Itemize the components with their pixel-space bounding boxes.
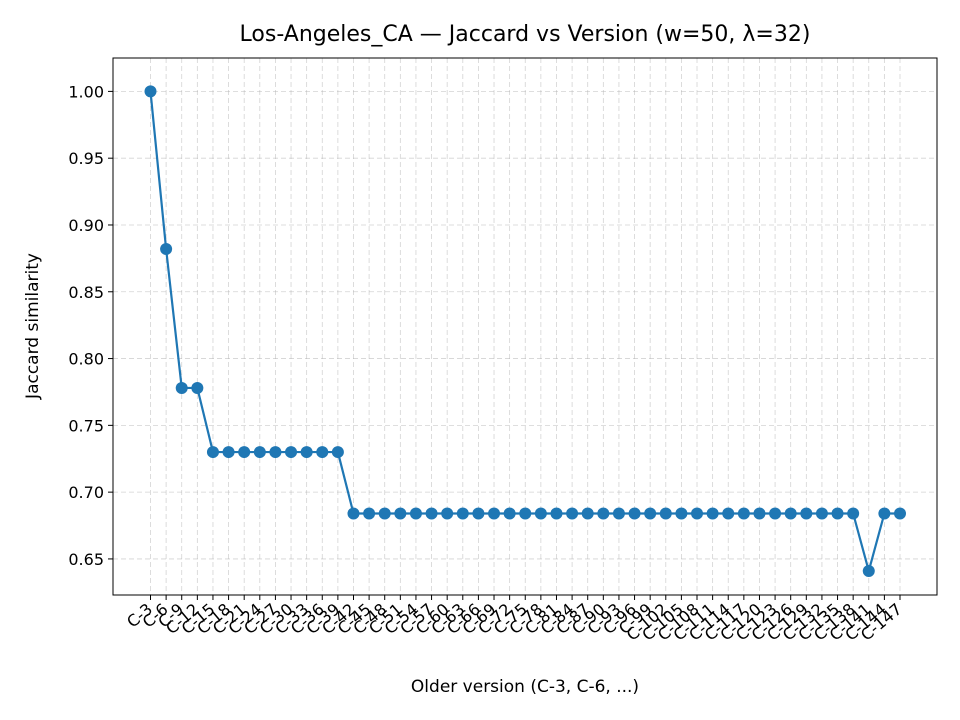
- data-point: [800, 507, 813, 520]
- data-point: [597, 507, 610, 520]
- data-point: [441, 507, 454, 520]
- data-point: [753, 507, 766, 520]
- data-point: [722, 507, 735, 520]
- chart-title: Los-Angeles_CA — Jaccard vs Version (w=5…: [240, 22, 811, 47]
- data-point: [612, 507, 625, 520]
- data-point: [472, 507, 485, 520]
- x-axis-label: Older version (C-3, C-6, ...): [411, 677, 639, 697]
- data-point: [706, 507, 719, 520]
- data-point: [175, 381, 188, 394]
- data-point: [769, 507, 782, 520]
- y-tick-label: 0.70: [68, 483, 104, 502]
- y-tick-label: 1.00: [68, 82, 104, 101]
- data-point: [285, 446, 298, 459]
- data-point: [862, 564, 875, 577]
- data-point: [503, 507, 516, 520]
- data-point: [644, 507, 657, 520]
- data-point: [784, 507, 797, 520]
- data-point: [488, 507, 501, 520]
- y-tick-label: 0.85: [68, 283, 104, 302]
- data-point: [659, 507, 672, 520]
- data-point: [550, 507, 563, 520]
- data-point: [737, 507, 750, 520]
- data-point: [206, 446, 219, 459]
- data-point: [222, 446, 235, 459]
- data-point: [815, 507, 828, 520]
- y-axis-label: Jaccard similarity: [23, 253, 43, 400]
- data-point: [316, 446, 329, 459]
- data-point: [160, 243, 173, 256]
- data-point: [831, 507, 844, 520]
- data-point: [378, 507, 391, 520]
- data-point: [878, 507, 891, 520]
- data-point: [300, 446, 313, 459]
- data-point: [628, 507, 641, 520]
- data-point: [238, 446, 251, 459]
- data-point: [566, 507, 579, 520]
- series-jaccard: [144, 85, 906, 577]
- data-point: [331, 446, 344, 459]
- data-point: [675, 507, 688, 520]
- data-point: [144, 85, 157, 98]
- data-point: [409, 507, 422, 520]
- y-tick-label: 0.80: [68, 350, 104, 369]
- data-point: [394, 507, 407, 520]
- data-point: [425, 507, 438, 520]
- data-point: [191, 381, 204, 394]
- data-point: [253, 446, 266, 459]
- plot-frame: [112, 57, 938, 596]
- data-point: [456, 507, 469, 520]
- data-point: [581, 507, 594, 520]
- grid-lines: [113, 58, 937, 595]
- data-point: [347, 507, 360, 520]
- data-point: [691, 507, 704, 520]
- y-tick-label: 0.65: [68, 550, 104, 569]
- y-tick-label: 0.75: [68, 416, 104, 435]
- y-tick-label: 0.90: [68, 216, 104, 235]
- data-point: [894, 507, 906, 520]
- y-axis: 0.65 0.70 0.75 0.80 0.85 0.90 0.95 1.00: [68, 82, 113, 569]
- data-point: [363, 507, 376, 520]
- data-point: [534, 507, 547, 520]
- data-point: [847, 507, 860, 520]
- data-point: [269, 446, 282, 459]
- data-point: [519, 507, 532, 520]
- y-tick-label: 0.95: [68, 149, 104, 168]
- x-axis: C-3C-6C-9C-12C-15C-18C-21C-24C-27C-30C-3…: [123, 595, 906, 645]
